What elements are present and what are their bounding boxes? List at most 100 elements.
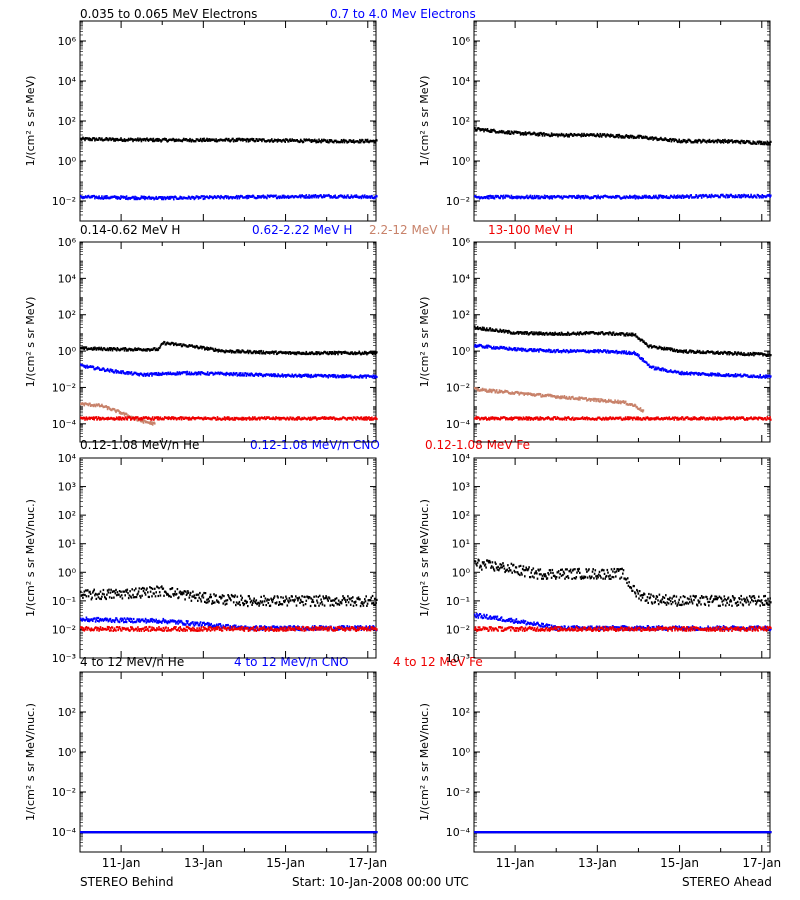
- data-point: [689, 195, 691, 198]
- data-point: [216, 196, 218, 199]
- data-point: [727, 141, 729, 144]
- data-point: [663, 138, 666, 141]
- data-point: [225, 195, 227, 198]
- data-point: [490, 195, 493, 198]
- data-point: [366, 138, 369, 141]
- legend-entry: 4 to 12 MeV/n CNO: [234, 655, 349, 669]
- data-point: [307, 373, 310, 376]
- data-point: [513, 347, 516, 350]
- data-point: [700, 196, 703, 199]
- data-point: [151, 374, 153, 377]
- data-point: [529, 194, 532, 197]
- data-point: [84, 418, 86, 421]
- data-point: [576, 196, 579, 200]
- data-point: [366, 195, 368, 198]
- data-point: [373, 141, 376, 144]
- data-point: [341, 141, 344, 144]
- data-point: [331, 374, 334, 377]
- data-point: [333, 373, 335, 377]
- y-axis-label: 1/(cm² s sr MeV): [24, 297, 37, 388]
- data-point: [165, 138, 167, 141]
- data-point: [694, 139, 697, 142]
- data-point: [549, 331, 551, 334]
- data-point: [204, 197, 206, 200]
- data-point: [738, 194, 740, 197]
- data-point: [560, 350, 562, 353]
- data-point: [249, 139, 251, 142]
- data-point: [340, 351, 342, 354]
- y-tick-label: 10⁻²: [52, 381, 76, 394]
- data-point: [669, 137, 672, 141]
- data-point: [536, 132, 539, 135]
- data-point: [159, 345, 162, 348]
- data-point: [204, 416, 207, 419]
- data-point: [477, 388, 480, 391]
- data-point: [208, 373, 210, 376]
- data-point: [761, 194, 764, 197]
- data-point: [576, 332, 578, 335]
- data-point: [655, 366, 657, 369]
- data-point: [126, 418, 129, 421]
- data-point: [270, 373, 272, 376]
- data-point: [257, 196, 260, 199]
- data-point: [235, 196, 237, 199]
- data-point: [622, 332, 625, 335]
- data-point: [560, 397, 563, 400]
- data-point: [657, 194, 660, 197]
- data-point: [519, 197, 522, 200]
- data-point: [595, 134, 598, 137]
- data-point: [175, 342, 177, 345]
- data-point: [96, 417, 99, 421]
- data-point: [560, 195, 563, 198]
- data-point: [601, 331, 604, 334]
- data-point: [669, 349, 672, 352]
- data-point: [257, 374, 260, 377]
- data-point: [680, 373, 683, 376]
- data-point: [696, 349, 699, 352]
- data-point: [151, 421, 153, 424]
- data-point: [224, 372, 227, 375]
- data-point: [593, 349, 595, 352]
- data-point: [757, 140, 759, 143]
- data-point: [291, 418, 293, 421]
- data-point: [644, 196, 647, 199]
- data-point: [665, 369, 668, 372]
- data-point: [555, 350, 557, 353]
- data-point: [364, 194, 366, 197]
- data-point: [106, 347, 109, 350]
- data-point: [203, 346, 205, 349]
- data-point: [548, 197, 551, 200]
- data-point: [254, 416, 256, 419]
- data-point: [321, 374, 324, 377]
- data-point: [705, 194, 708, 197]
- data-point: [120, 137, 122, 140]
- data-point: [146, 137, 148, 140]
- data-point: [520, 347, 523, 350]
- data-point: [673, 348, 675, 351]
- data-point: [687, 195, 690, 198]
- data-point: [504, 196, 506, 199]
- data-point: [634, 333, 637, 336]
- data-point: [106, 418, 109, 421]
- data-point: [320, 194, 322, 197]
- legend-row-3: 0.12-1.08 MeV/n He 0.12-1.08 MeV/n CNO 0.1…: [80, 438, 530, 452]
- data-point: [550, 132, 553, 135]
- data-point: [488, 390, 490, 393]
- data-point: [189, 373, 192, 376]
- data-point: [748, 140, 751, 143]
- data-point: [663, 346, 666, 349]
- data-point: [142, 195, 144, 198]
- data-point: [327, 376, 329, 379]
- data-point: [119, 411, 122, 414]
- data-point: [478, 416, 480, 419]
- data-point: [522, 331, 525, 334]
- data-point: [167, 417, 169, 421]
- data-point: [677, 194, 679, 197]
- data-point: [490, 388, 492, 391]
- data-point: [572, 134, 575, 137]
- data-point: [151, 140, 154, 143]
- data-point: [533, 350, 535, 353]
- data-point: [543, 194, 546, 197]
- data-point: [727, 351, 730, 354]
